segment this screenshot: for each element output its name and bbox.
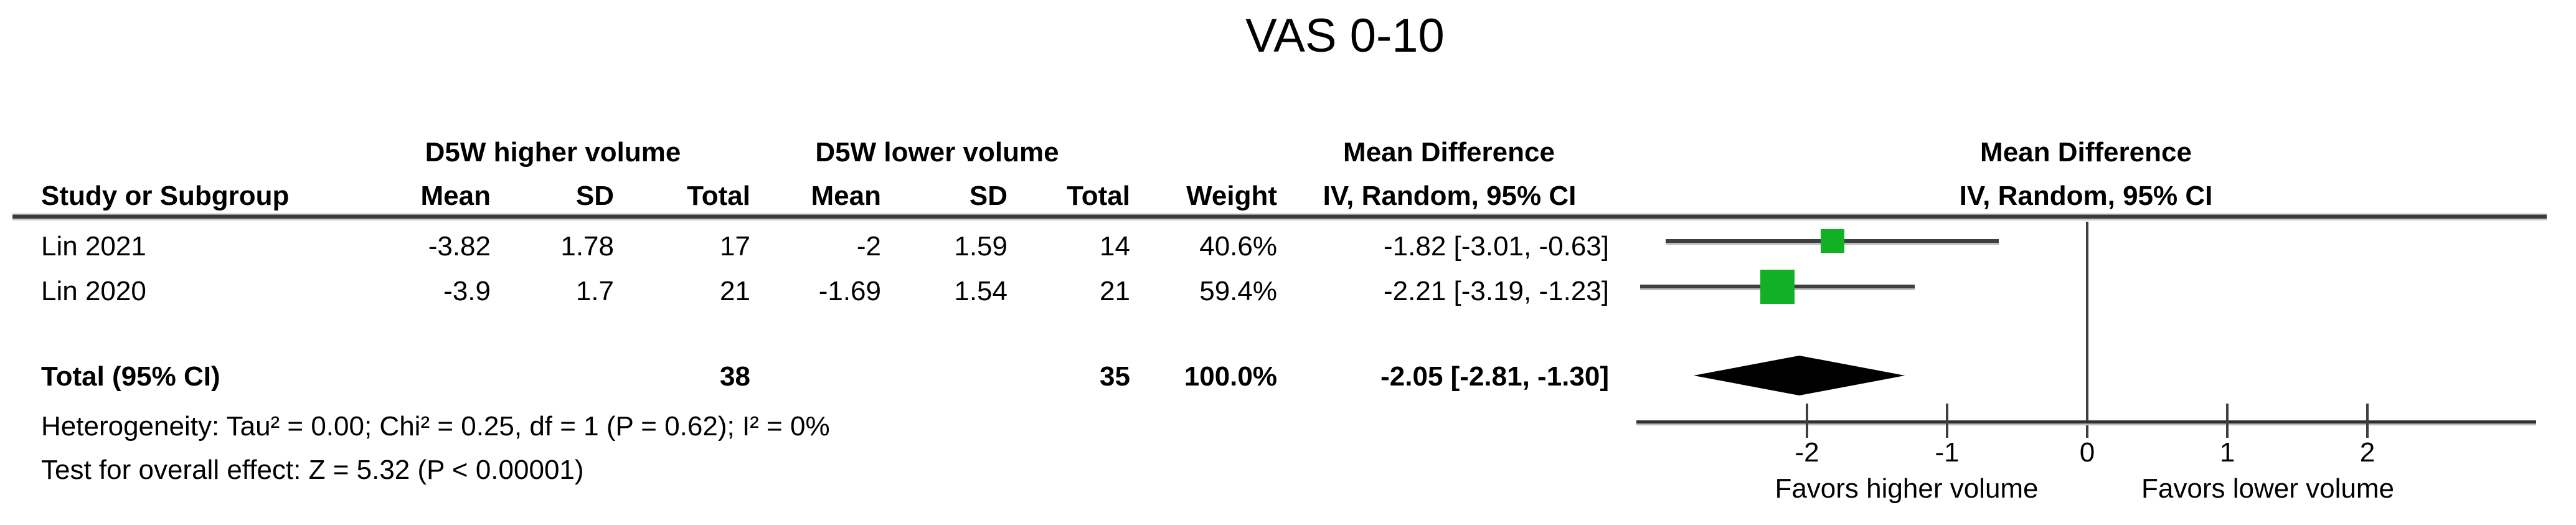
- favors-right-label: Favors lower volume: [2141, 473, 2394, 504]
- zero-line: [2086, 222, 2088, 438]
- header-divider-line: [12, 214, 2547, 219]
- cell-sd1: 1.78: [560, 231, 614, 262]
- x-axis-line: [1636, 420, 2536, 423]
- axis-tick: [2366, 404, 2369, 438]
- sd1-column-header: SD: [575, 181, 614, 211]
- cell-sd1: 1.7: [575, 276, 614, 306]
- total-row-total1: 38: [720, 361, 750, 392]
- total-row-weight: 100.0%: [1184, 361, 1277, 392]
- overall-effect-note: Test for overall effect: Z = 5.32 (P < 0…: [41, 455, 584, 485]
- total1-column-header: Total: [687, 181, 750, 211]
- cell-sd2: 1.59: [954, 231, 1007, 262]
- cell-total2: 14: [1100, 231, 1130, 262]
- cell-total1: 17: [720, 231, 750, 262]
- heterogeneity-note: Heterogeneity: Tau² = 0.00; Chi² = 0.25,…: [41, 411, 830, 442]
- cell-study: Lin 2020: [41, 276, 146, 306]
- cell-sd2: 1.54: [954, 276, 1007, 306]
- cell-weight: 40.6%: [1199, 231, 1277, 262]
- total2-column-header: Total: [1067, 181, 1130, 211]
- cell-total2: 21: [1100, 276, 1130, 306]
- cell-study: Lin 2021: [41, 231, 146, 262]
- axis-tick-label: 2: [2359, 437, 2375, 468]
- effect-square-marker: [1760, 269, 1795, 304]
- pooled-diamond: [1693, 356, 1905, 395]
- plot-header-line2: IV, Random, 95% CI: [1959, 181, 2213, 211]
- md-column-header-line1: Mean Difference: [1343, 137, 1555, 168]
- axis-tick-label: 0: [2079, 437, 2095, 468]
- axis-tick-label: -2: [1795, 437, 1819, 468]
- cell-mean2: -1.69: [818, 276, 881, 306]
- study-column-header: Study or Subgroup: [41, 181, 290, 211]
- axis-tick-label: 1: [2219, 437, 2235, 468]
- cell-mean1: -3.9: [443, 276, 491, 306]
- cell-md_ci: -2.21 [-3.19, -1.23]: [1384, 276, 1609, 306]
- cell-total1: 21: [720, 276, 750, 306]
- plot-header-line1: Mean Difference: [1980, 137, 2192, 168]
- cell-mean2: -2: [856, 231, 881, 262]
- cell-md_ci: -1.82 [-3.01, -0.63]: [1384, 231, 1609, 262]
- weight-column-header: Weight: [1186, 181, 1277, 211]
- total-row-md-ci: -2.05 [-2.81, -1.30]: [1380, 361, 1609, 392]
- figure-title: VAS 0-10: [1245, 9, 1445, 62]
- axis-tick: [2226, 404, 2229, 438]
- total-row-total2: 35: [1100, 361, 1130, 392]
- effect-square-marker: [1820, 229, 1844, 253]
- axis-tick: [1946, 404, 1948, 438]
- group1-header: D5W higher volume: [425, 137, 681, 168]
- favors-left-label: Favors higher volume: [1775, 473, 2039, 504]
- cell-weight: 59.4%: [1199, 276, 1277, 306]
- cell-mean1: -3.82: [428, 231, 491, 262]
- md-column-header-line2: IV, Random, 95% CI: [1323, 181, 1577, 211]
- mean2-column-header: Mean: [811, 181, 881, 211]
- total-row-label: Total (95% CI): [41, 361, 220, 392]
- sd2-column-header: SD: [969, 181, 1007, 211]
- group2-header: D5W lower volume: [815, 137, 1059, 168]
- axis-tick: [1806, 404, 1808, 438]
- mean1-column-header: Mean: [420, 181, 491, 211]
- axis-tick-label: -1: [1935, 437, 1960, 468]
